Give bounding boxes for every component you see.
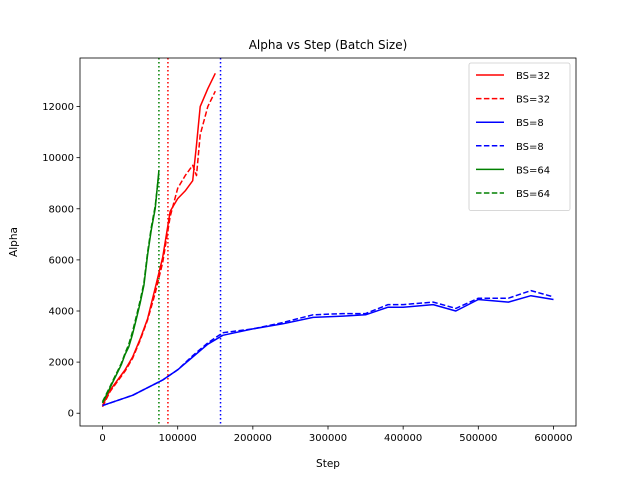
y-tick-label: 12000 (42, 102, 74, 113)
y-tick-label: 2000 (49, 358, 74, 369)
legend-box (468, 62, 571, 212)
x-tick-label: 500000 (459, 433, 497, 444)
x-tick-label: 400000 (384, 433, 422, 444)
legend: BS=32 BS=32 BS=8 BS=8 BS=64 BS=64 (468, 62, 571, 212)
plot-area (101, 58, 554, 426)
legend-label-1: BS=32 (516, 95, 550, 106)
series-line-3 (102, 289, 554, 407)
legend-label-2: BS=8 (516, 118, 544, 129)
x-tick-label: 300000 (309, 433, 347, 444)
y-tick-label: 4000 (49, 307, 74, 318)
x-tick-label: 0 (99, 433, 105, 444)
chart-title: Alpha vs Step (Batch Size) (249, 38, 408, 52)
axes: 0 100000 200000 300000 400000 500000 600000 0 20… (42, 102, 572, 444)
x-tick-label: 100000 (159, 433, 197, 444)
series-line-5 (101, 172, 160, 403)
legend-label-5: BS=64 (516, 189, 550, 200)
y-tick-label: 10000 (42, 153, 74, 164)
series-line-0 (101, 72, 216, 406)
series-line-4 (101, 170, 160, 404)
series-line-1 (101, 90, 216, 408)
x-tick-label: 600000 (534, 433, 572, 444)
x-tick-label: 200000 (234, 433, 272, 444)
y-axis-title: Alpha (8, 227, 20, 257)
legend-label-0: BS=32 (516, 71, 550, 82)
series-line-2 (102, 294, 554, 407)
y-tick-label: 8000 (49, 204, 74, 215)
legend-label-4: BS=64 (516, 165, 550, 176)
legend-label-3: BS=8 (516, 142, 544, 153)
y-tick-label: 0 (68, 409, 74, 420)
y-tick-label: 6000 (49, 255, 74, 266)
x-axis-title: Step (316, 458, 340, 470)
